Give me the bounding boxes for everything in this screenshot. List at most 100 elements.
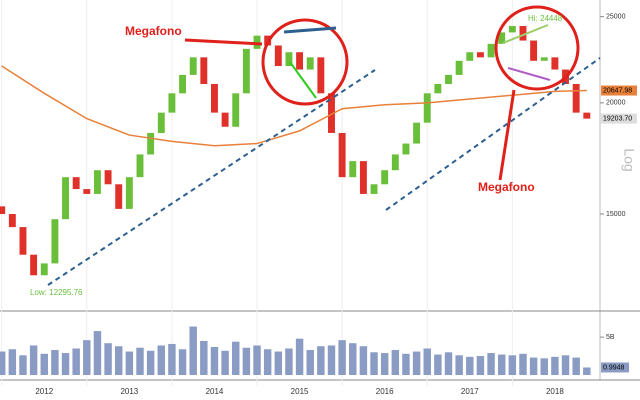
volume-bar [466, 356, 474, 375]
volume-bar [189, 326, 197, 375]
candle [51, 219, 59, 264]
trend-line [507, 67, 551, 81]
volume-bar [51, 350, 59, 375]
support-line [385, 57, 601, 211]
candle [391, 154, 399, 171]
high-label: Hi: 24448 [528, 14, 563, 23]
candle [62, 177, 69, 220]
volume-bar [412, 351, 421, 375]
volume-bar [232, 341, 240, 375]
candle [540, 57, 548, 61]
candle [125, 177, 133, 209]
candle [189, 57, 197, 75]
candle [402, 143, 410, 155]
volume-bar [540, 358, 548, 375]
volume-bar [115, 346, 123, 375]
volume-bar [487, 353, 495, 375]
candle [359, 161, 367, 194]
volume-bar [146, 350, 155, 375]
volume-bar [0, 351, 6, 375]
y-tick-label: 20000 [606, 100, 626, 107]
candle [104, 170, 112, 185]
candle [498, 32, 506, 44]
volume-bar [572, 357, 580, 375]
candle [8, 214, 16, 228]
trend-line [289, 61, 317, 99]
x-tick-label: 2017 [461, 387, 479, 396]
candle [232, 93, 240, 127]
candle [179, 74, 187, 94]
candle [306, 57, 314, 70]
candle [274, 45, 282, 67]
candle [242, 48, 250, 94]
candle [211, 84, 218, 113]
candle [328, 93, 335, 133]
x-tick-label: 2013 [120, 387, 138, 396]
volume-bar [61, 353, 70, 375]
candle [338, 132, 346, 178]
volume-bar [274, 351, 283, 375]
candle [455, 60, 463, 75]
candle [93, 170, 101, 194]
candle [530, 40, 538, 61]
y-tick-label: 25000 [606, 13, 626, 20]
volume-bar [263, 349, 272, 375]
volume-bar [423, 348, 431, 375]
candle [508, 26, 516, 33]
candle [413, 122, 421, 144]
candle [583, 112, 591, 119]
volume-bar [434, 354, 442, 375]
volume-bar [519, 353, 527, 375]
volume-bar [327, 345, 336, 375]
support-line [47, 69, 376, 286]
volume-bar [476, 356, 485, 375]
volume-bar [349, 343, 357, 375]
annotation: Megafono [125, 24, 182, 38]
volume-bar [455, 355, 463, 375]
trend-line [502, 24, 549, 44]
candle [72, 177, 80, 190]
volume-bar [8, 349, 17, 375]
volume-bar [444, 352, 453, 375]
moving-average [1, 65, 587, 147]
volume-bar [136, 347, 144, 375]
candle [285, 52, 293, 67]
x-tick-label: 2012 [35, 387, 53, 396]
volume-bar [359, 346, 368, 375]
volume-bar [370, 352, 378, 375]
last-value-box [601, 85, 637, 96]
candle [157, 112, 165, 133]
candle [0, 206, 6, 215]
volume-bar [402, 353, 410, 375]
candle [487, 43, 495, 58]
x-tick-label: 2018 [546, 387, 564, 396]
candle [40, 263, 48, 276]
candle [476, 52, 484, 58]
volume-bar [83, 340, 91, 375]
volume-bar [253, 345, 261, 375]
candle [434, 84, 442, 94]
volume-bar [221, 350, 229, 375]
candle [349, 161, 357, 178]
last-value-box [601, 113, 637, 124]
candle [200, 57, 208, 85]
volume-bar [508, 355, 517, 375]
volume-bar [497, 354, 506, 375]
volume-bar [529, 357, 538, 375]
candle [466, 52, 474, 61]
candle [381, 170, 389, 185]
volume-bar [551, 356, 559, 375]
volume-bar [157, 345, 165, 375]
candle [551, 57, 559, 70]
candle [445, 74, 452, 85]
y-tick-label: 15000 [606, 211, 626, 218]
volume-bar [380, 353, 389, 375]
trend-line [283, 26, 337, 34]
annotation: Megafono [478, 180, 535, 194]
candle [221, 112, 229, 127]
candle [83, 189, 91, 194]
volume-bar [200, 340, 208, 375]
annotation-circle [261, 18, 349, 106]
